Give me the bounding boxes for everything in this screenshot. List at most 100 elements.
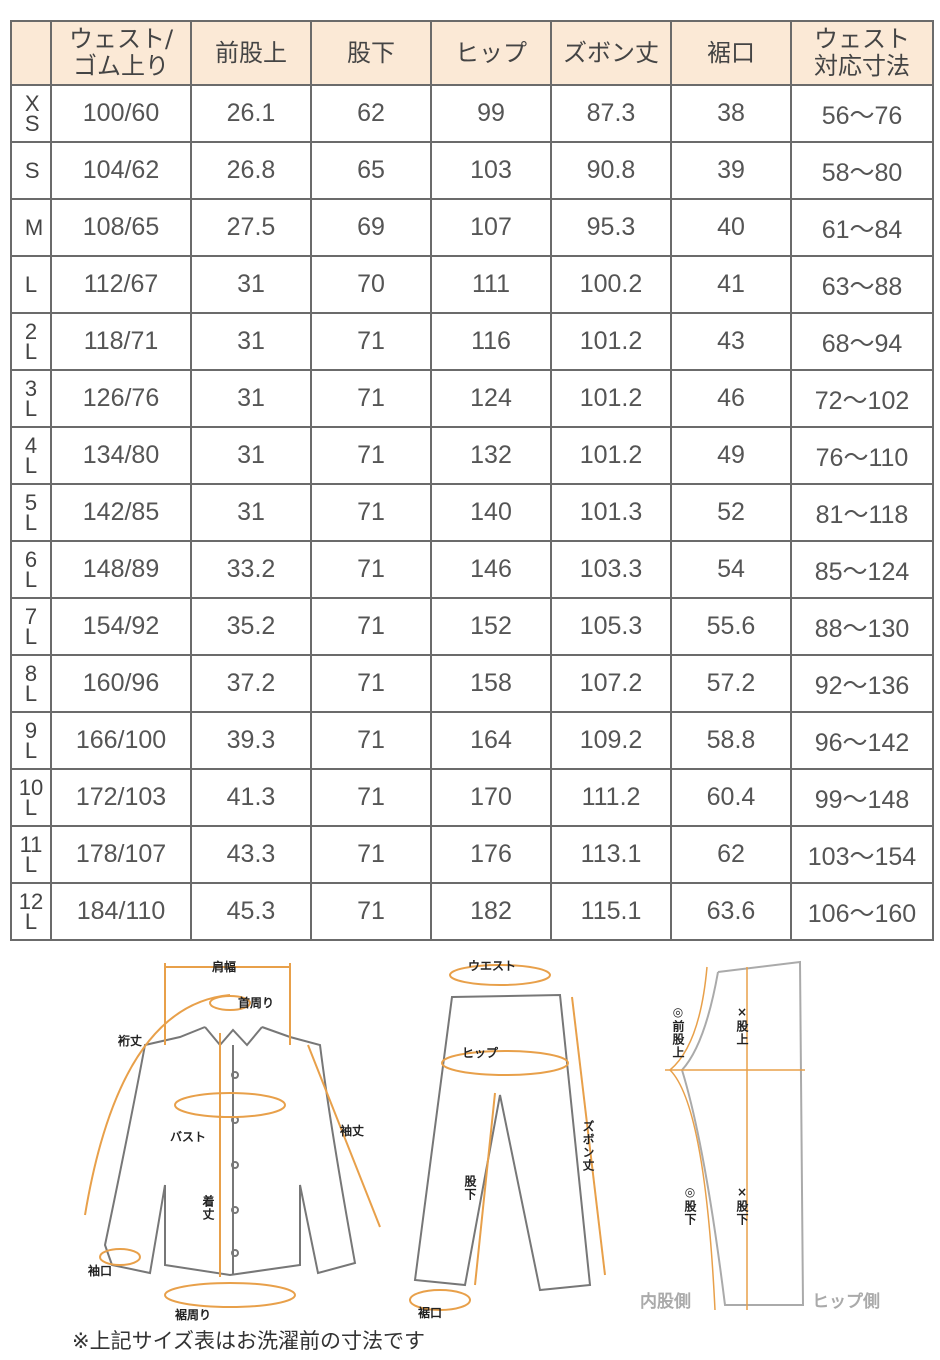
size-cell: 3L — [10, 369, 52, 428]
label-inseam-side: ×股下 — [735, 1185, 749, 1226]
table-cell: 71 — [310, 369, 432, 428]
table-row: 2L 118/71 31 71 116 101.2 43 68～94 — [10, 312, 934, 371]
table-cell: 118/71 — [50, 312, 192, 371]
table-row: 8L 160/96 37.2 71 158 107.2 57.2 92～136 — [10, 654, 934, 713]
table-cell: 71 — [310, 711, 432, 770]
table-cell: 61～84 — [790, 198, 934, 257]
size-label: 10L — [18, 774, 44, 820]
table-cell: 104/62 — [50, 141, 192, 200]
label-pants-length: ズボン丈 — [581, 1119, 595, 1172]
table-cell: 113.1 — [550, 825, 672, 884]
table-cell: 176 — [430, 825, 552, 884]
label-hip: ヒップ — [462, 1045, 499, 1060]
table-cell: 57.2 — [670, 654, 792, 713]
size-label: 3L — [24, 375, 38, 421]
table-cell: 109.2 — [550, 711, 672, 770]
table-cell: 62 — [670, 825, 792, 884]
table-cell: 182 — [430, 882, 552, 941]
table-cell: 140 — [430, 483, 552, 542]
table-cell: 31 — [190, 255, 312, 314]
table-row: 10L 172/103 41.3 71 170 111.2 60.4 99～148 — [10, 768, 934, 827]
table-cell: 39 — [670, 141, 792, 200]
label-hem: 裾周り — [175, 1307, 211, 1322]
size-label: 2L — [24, 318, 38, 364]
table-cell: 26.1 — [190, 84, 312, 143]
table-cell: 43.3 — [190, 825, 312, 884]
table-cell: 116 — [430, 312, 552, 371]
table-cell: 170 — [430, 768, 552, 827]
size-label: 7L — [24, 603, 38, 649]
size-cell: 5L — [10, 483, 52, 542]
table-cell: 88～130 — [790, 597, 934, 656]
label-rise: ×股上 — [735, 1005, 749, 1046]
table-cell: 99 — [430, 84, 552, 143]
table-row: 9L 166/100 39.3 71 164 109.2 58.8 96～142 — [10, 711, 934, 770]
table-cell: 142/85 — [50, 483, 192, 542]
table-cell: 46 — [670, 369, 792, 428]
size-cell: XS — [10, 84, 52, 143]
table-cell: 108/65 — [50, 198, 192, 257]
table-cell: 65 — [310, 141, 432, 200]
measurement-diagram: 肩幅 首周り 裄丈 袖丈 バスト 着丈 袖口 裾周り ウエスト ヒップ ズボン丈… — [84, 959, 880, 1322]
size-cell: 11L — [10, 825, 52, 884]
size-label: L — [24, 271, 38, 297]
size-label: 11L — [19, 831, 43, 877]
table-cell: 71 — [310, 312, 432, 371]
table-cell: 148/89 — [50, 540, 192, 599]
size-cell: 7L — [10, 597, 52, 656]
size-cell: 2L — [10, 312, 52, 371]
table-cell: 106～160 — [790, 882, 934, 941]
table-cell: 178/107 — [50, 825, 192, 884]
table-cell: 160/96 — [50, 654, 192, 713]
table-cell: 100.2 — [550, 255, 672, 314]
column-header: ズボン丈 — [550, 20, 672, 86]
table-cell: 58～80 — [790, 141, 934, 200]
size-cell: 10L — [10, 768, 52, 827]
shirt-illustration — [103, 1026, 357, 1277]
table-cell: 146 — [430, 540, 552, 599]
size-cell: 12L — [10, 882, 52, 941]
label-hip-side: ヒップ側 — [812, 1291, 880, 1312]
table-row: 12L 184/110 45.3 71 182 115.1 63.6 106～160 — [10, 882, 934, 941]
pants-illustration — [413, 993, 592, 1292]
table-row: XS 100/60 26.1 62 99 87.3 38 56～76 — [10, 84, 934, 143]
table-row: 11L 178/107 43.3 71 176 113.1 62 103～154 — [10, 825, 934, 884]
size-label: 5L — [24, 489, 38, 535]
label-sleeve: 袖丈 — [340, 1123, 364, 1138]
table-cell: 154/92 — [50, 597, 192, 656]
table-cell: 103 — [430, 141, 552, 200]
table-cell: 115.1 — [550, 882, 672, 941]
side-pants-illustration — [680, 960, 805, 1306]
size-label: 8L — [24, 660, 38, 706]
table-row: M 108/65 27.5 69 107 95.3 40 61～84 — [10, 198, 934, 257]
label-front-rise: ◎前股上 — [671, 1005, 685, 1059]
table-cell: 71 — [310, 825, 432, 884]
label-yuki: 裄丈 — [117, 1033, 142, 1048]
column-header: 前股上 — [190, 20, 312, 86]
table-cell: 71 — [310, 768, 432, 827]
shirt-measure-lines — [84, 963, 381, 1308]
table-cell: 31 — [190, 483, 312, 542]
table-cell: 54 — [670, 540, 792, 599]
table-cell: 40 — [670, 198, 792, 257]
header-row: ウェスト/ ゴム上り 前股上 股下 ヒップ ズボン丈 裾口 ウェスト 対応寸法 — [10, 20, 934, 86]
table-cell: 92～136 — [790, 654, 934, 713]
table-row: 6L 148/89 33.2 71 146 103.3 54 85～124 — [10, 540, 934, 599]
column-header: 裾口 — [670, 20, 792, 86]
table-cell: 172/103 — [50, 768, 192, 827]
table-cell: 103～154 — [790, 825, 934, 884]
table-cell: 166/100 — [50, 711, 192, 770]
size-label: M — [24, 214, 44, 240]
table-cell: 105.3 — [550, 597, 672, 656]
label-waist: ウエスト — [468, 959, 516, 973]
table-cell: 95.3 — [550, 198, 672, 257]
table-cell: 71 — [310, 426, 432, 485]
size-cell: M — [10, 198, 52, 257]
table-cell: 52 — [670, 483, 792, 542]
table-cell: 39.3 — [190, 711, 312, 770]
size-cell: S — [10, 141, 52, 200]
table-cell: 100/60 — [50, 84, 192, 143]
table-cell: 45.3 — [190, 882, 312, 941]
column-header — [10, 20, 52, 86]
table-cell: 49 — [670, 426, 792, 485]
